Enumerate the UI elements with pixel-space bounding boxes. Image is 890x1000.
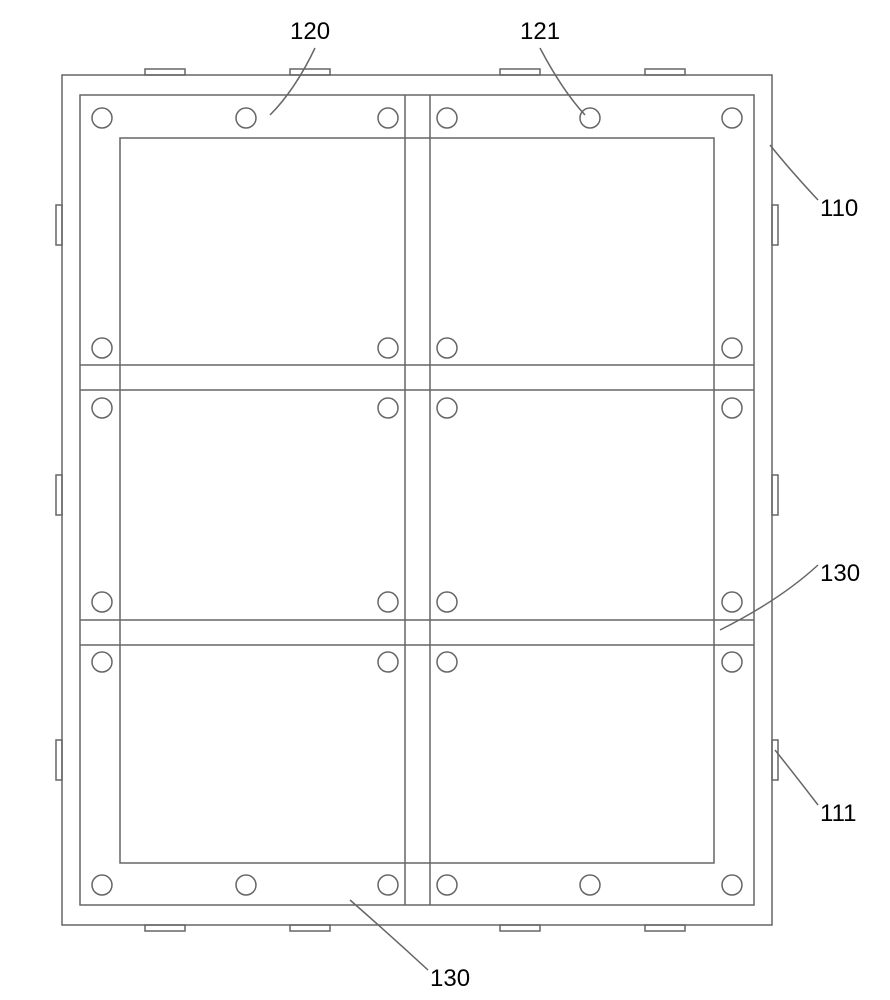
mounting-hole [437,875,457,895]
mounting-hole [722,592,742,612]
callout-label: 130 [820,560,860,588]
mounting-hole [92,875,112,895]
mounting-hole [378,398,398,418]
mounting-hole [236,875,256,895]
callout-label: 130 [430,965,470,993]
outer-frame [62,75,772,925]
mounting-hole [437,398,457,418]
mounting-hole [378,592,398,612]
mounting-hole [437,592,457,612]
mounting-hole [580,875,600,895]
mounting-hole [92,592,112,612]
inner-content [120,138,714,863]
leader-line [350,900,428,970]
inner-band [80,95,754,905]
mounting-hole [92,398,112,418]
mounting-hole [580,108,600,128]
mounting-hole [378,652,398,672]
leader-line [540,48,585,115]
mounting-hole [722,108,742,128]
callout-label: 120 [290,18,330,46]
leader-line [775,750,818,805]
mounting-hole [92,652,112,672]
mounting-hole [378,875,398,895]
technical-diagram [0,0,890,1000]
mounting-hole [722,338,742,358]
mounting-hole [92,108,112,128]
mounting-hole [722,398,742,418]
mounting-hole [722,875,742,895]
leader-line [770,145,818,200]
callout-label: 111 [820,800,856,828]
mounting-hole [236,108,256,128]
callout-label: 110 [820,195,858,223]
mounting-hole [437,338,457,358]
mounting-hole [378,338,398,358]
mounting-hole [722,652,742,672]
mounting-hole [92,338,112,358]
mounting-hole [437,108,457,128]
mounting-hole [437,652,457,672]
leader-line [270,48,315,115]
mounting-hole [378,108,398,128]
callout-label: 121 [520,18,560,46]
